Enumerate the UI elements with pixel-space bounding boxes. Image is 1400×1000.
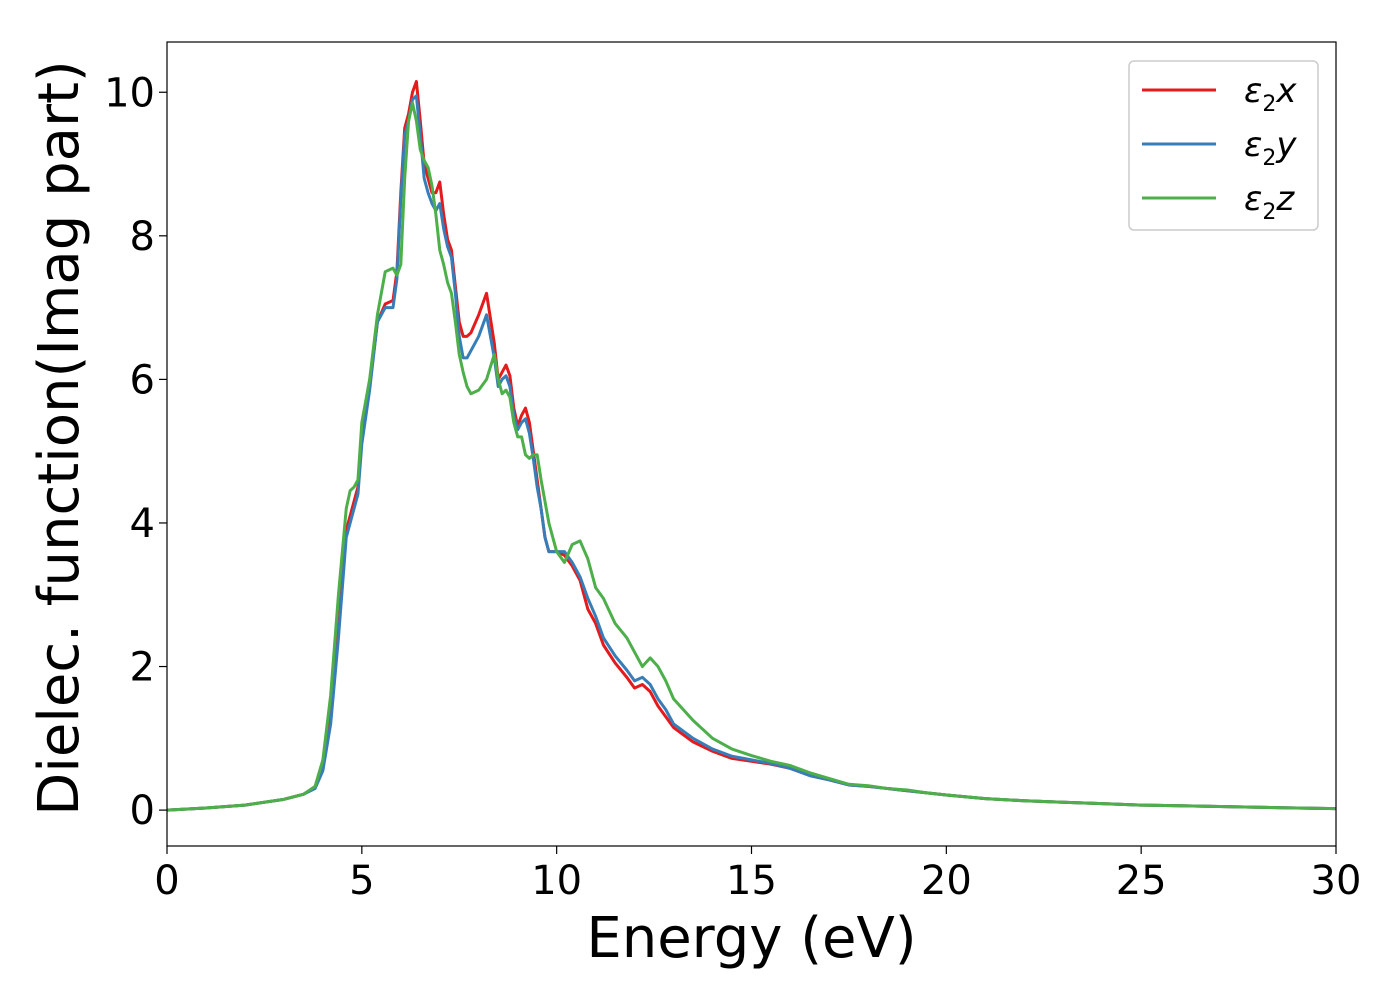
series-line-z (167, 101, 1336, 812)
y-axis-ticks: 0 2 4 6 8 10 (104, 70, 167, 834)
x-tick-label: 10 (531, 858, 582, 904)
y-tick-label: 10 (104, 70, 155, 116)
x-axis-ticks: 0 5 10 15 20 25 30 (154, 846, 1361, 904)
y-tick-label: 6 (130, 357, 155, 403)
x-axis-label: Energy (eV) (586, 906, 916, 971)
x-tick-label: 15 (726, 858, 777, 904)
x-tick-label: 30 (1311, 858, 1362, 904)
series-lines (167, 79, 1336, 812)
y-tick-label: 2 (130, 645, 155, 691)
x-tick-label: 25 (1116, 858, 1167, 904)
legend-label: ε2x (1244, 71, 1297, 117)
legend-label: ε2z (1244, 179, 1295, 225)
legend-entry-y: ε2y (1142, 125, 1297, 171)
y-tick-label: 8 (130, 214, 155, 260)
legend-entry-x: ε2x (1142, 71, 1297, 117)
x-tick-label: 5 (349, 858, 374, 904)
legend-label: ε2y (1244, 125, 1297, 171)
x-tick-label: 20 (921, 858, 972, 904)
legend: ε2x ε2y ε2z (1128, 60, 1319, 231)
y-tick-label: 0 (130, 788, 155, 834)
y-axis-label: Dielec. function(Imag part) (27, 60, 92, 816)
x-tick-label: 0 (154, 858, 179, 904)
legend-entry-z: ε2z (1142, 179, 1295, 225)
legend-box (1128, 60, 1319, 231)
y-tick-label: 4 (130, 501, 155, 547)
